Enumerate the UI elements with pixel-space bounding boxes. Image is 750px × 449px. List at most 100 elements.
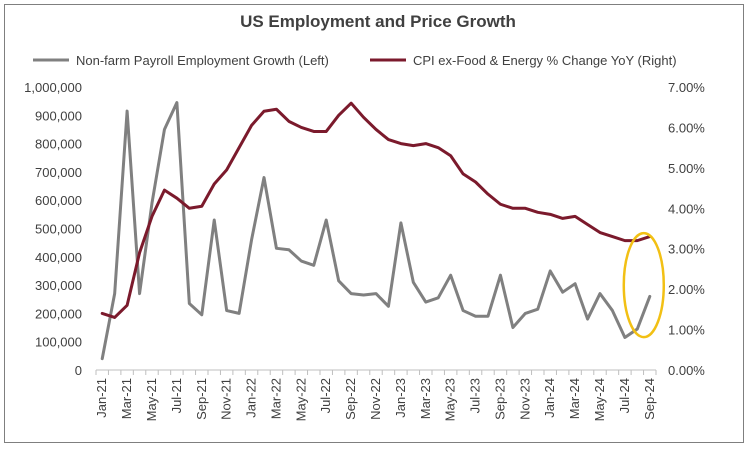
- x-tick-label: Sep-22: [343, 378, 358, 420]
- data-point-payroll: [225, 309, 228, 312]
- data-point-payroll: [412, 281, 415, 284]
- data-point-cpi: [138, 251, 141, 254]
- x-tick-label: Jul-23: [468, 378, 483, 413]
- series-line-payroll: [100, 101, 652, 361]
- x-tick-label: Jul-24: [617, 378, 632, 413]
- data-point-payroll: [648, 295, 651, 298]
- data-point-payroll: [350, 292, 353, 295]
- highlight-layer: [622, 231, 666, 339]
- x-tick-label: Nov-23: [517, 378, 532, 420]
- y-left-tick-label: 700,000: [35, 165, 82, 180]
- data-point-payroll: [524, 312, 527, 315]
- data-point-payroll: [287, 248, 290, 251]
- data-point-payroll: [263, 176, 266, 179]
- y-left-tick-label: 300,000: [35, 278, 82, 293]
- data-point-cpi: [437, 146, 440, 149]
- data-point-cpi: [623, 239, 626, 242]
- x-tick-label: Nov-22: [368, 378, 383, 420]
- data-point-payroll: [611, 309, 614, 312]
- y-right-tick-label: 1.00%: [668, 323, 705, 338]
- data-point-cpi: [101, 312, 104, 315]
- data-point-payroll: [275, 247, 278, 250]
- data-point-payroll: [238, 312, 241, 315]
- data-point-cpi: [225, 168, 228, 171]
- data-point-payroll: [437, 296, 440, 299]
- x-tick-label: Mar-24: [567, 378, 582, 419]
- data-point-cpi: [449, 154, 452, 157]
- y-left-tick-label: 500,000: [35, 222, 82, 237]
- data-point-payroll: [586, 318, 589, 321]
- x-tick-label: Mar-21: [119, 378, 134, 419]
- data-point-payroll: [561, 291, 564, 294]
- data-point-cpi: [300, 126, 303, 129]
- legend-label-cpi: CPI ex-Food & Energy % Change YoY (Right…: [413, 53, 677, 68]
- y-left-tick-label: 1,000,000: [24, 80, 82, 95]
- data-point-cpi: [213, 183, 216, 186]
- data-point-payroll: [200, 313, 203, 316]
- y-right-tick-label: 5.00%: [668, 161, 705, 176]
- x-tick-label: May-24: [592, 378, 607, 421]
- data-point-payroll: [511, 326, 514, 329]
- data-point-payroll: [126, 110, 129, 113]
- y-right-tick-label: 3.00%: [668, 242, 705, 257]
- series-lines: [100, 101, 652, 361]
- data-point-payroll: [387, 305, 390, 308]
- data-point-cpi: [350, 102, 353, 105]
- data-point-payroll: [462, 309, 465, 312]
- data-point-cpi: [113, 316, 116, 319]
- y-left-tick-label: 600,000: [35, 193, 82, 208]
- data-point-payroll: [623, 336, 626, 339]
- data-point-cpi: [524, 207, 527, 210]
- data-point-cpi: [487, 193, 490, 196]
- data-point-cpi: [474, 181, 477, 184]
- y-left-tick-label: 200,000: [35, 306, 82, 321]
- data-point-payroll: [499, 274, 502, 277]
- data-point-payroll: [399, 221, 402, 224]
- x-tick-label: Jul-21: [169, 378, 184, 413]
- data-point-cpi: [586, 223, 589, 226]
- data-point-payroll: [449, 274, 452, 277]
- data-point-cpi: [238, 146, 241, 149]
- data-point-cpi: [611, 235, 614, 238]
- series-line-cpi: [100, 101, 652, 319]
- x-tick-label: Jan-23: [393, 378, 408, 418]
- data-point-payroll: [101, 357, 104, 360]
- data-point-payroll: [138, 292, 141, 295]
- axes: 0 100,000 200,000 300,000 400,000 500,000 600,…: [24, 80, 705, 421]
- data-point-cpi: [287, 120, 290, 123]
- data-point-cpi: [462, 172, 465, 175]
- data-point-cpi: [399, 142, 402, 145]
- data-point-cpi: [250, 124, 253, 127]
- data-point-cpi: [362, 116, 365, 119]
- data-point-cpi: [561, 217, 564, 220]
- data-point-payroll: [487, 315, 490, 318]
- data-point-cpi: [151, 215, 154, 218]
- data-point-payroll: [300, 260, 303, 263]
- data-point-payroll: [474, 315, 477, 318]
- data-point-payroll: [424, 301, 427, 304]
- data-point-cpi: [549, 213, 552, 216]
- data-point-cpi: [275, 108, 278, 111]
- data-point-cpi: [263, 110, 266, 113]
- data-point-cpi: [574, 215, 577, 218]
- data-point-cpi: [337, 114, 340, 117]
- x-tick-label: Jan-24: [542, 378, 557, 418]
- data-point-cpi: [536, 211, 539, 214]
- data-point-cpi: [325, 130, 328, 133]
- x-tick-label: Mar-23: [418, 378, 433, 419]
- legend-label-payroll: Non-farm Payroll Employment Growth (Left…: [76, 53, 329, 68]
- data-point-cpi: [387, 138, 390, 141]
- x-tick-label: Jan-21: [94, 378, 109, 418]
- y-left-tick-label: 400,000: [35, 250, 82, 265]
- x-tick-label: May-23: [443, 378, 458, 421]
- data-point-payroll: [250, 238, 253, 241]
- data-point-cpi: [412, 144, 415, 147]
- data-point-cpi: [163, 189, 166, 192]
- x-tick-label: Mar-22: [268, 378, 283, 419]
- legend: Non-farm Payroll Employment Growth (Left…: [33, 53, 677, 68]
- y-right-tick-label: 6.00%: [668, 120, 705, 135]
- data-point-payroll: [636, 327, 639, 330]
- data-point-cpi: [175, 197, 178, 200]
- y-right-tick-label: 7.00%: [668, 80, 705, 95]
- data-point-payroll: [536, 308, 539, 311]
